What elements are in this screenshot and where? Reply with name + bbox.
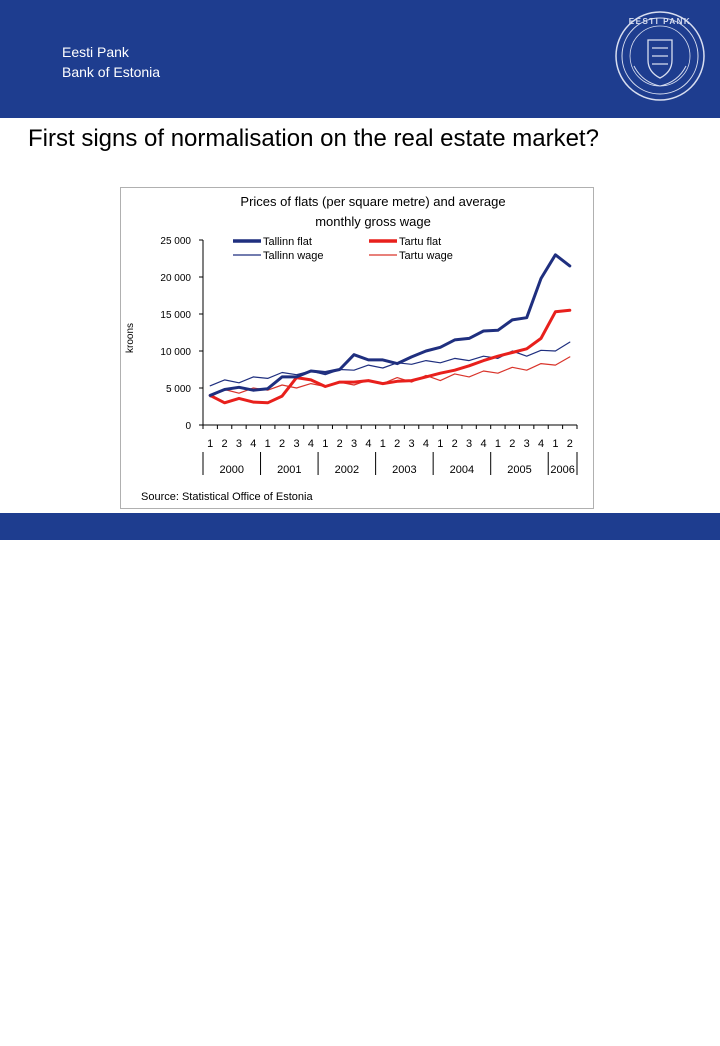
quarter-label: 1: [495, 438, 501, 450]
quarter-label: 3: [409, 438, 415, 450]
y-tick-label: 20 000: [160, 273, 191, 284]
series-line-tallinn-flat: [208, 253, 572, 397]
quarter-label: 4: [480, 438, 486, 450]
org-name-english: Bank of Estonia: [62, 64, 161, 80]
year-label: 2004: [450, 464, 474, 476]
quarter-label: 1: [380, 438, 386, 450]
legend-label-tallinn-flat: Tallinn flat: [263, 236, 312, 248]
plot-area: [208, 253, 572, 405]
quarter-label: 2: [509, 438, 515, 450]
legend: Tallinn flat Tallinn wage Tartu flat Tartu …: [233, 236, 453, 262]
source-note: Source: Statistical Office of Estonia: [141, 491, 313, 503]
quarter-label: 1: [437, 438, 443, 450]
quarter-label: 2: [222, 438, 228, 450]
quarter-label: 3: [466, 438, 472, 450]
year-label: 2003: [392, 464, 416, 476]
quarter-label: 2: [567, 438, 573, 450]
page-number: 17: [700, 1033, 712, 1044]
quarter-label: 4: [250, 438, 256, 450]
footer-author: Andres Sutt: [143, 1032, 206, 1046]
y-axis-label: kroons: [125, 323, 136, 353]
chart-frame: Prices of flats (per square metre) and a…: [120, 187, 594, 509]
year-label: 2005: [507, 464, 531, 476]
quarter-label: 3: [524, 438, 530, 450]
legend-label-tartu-wage: Tartu wage: [399, 250, 453, 262]
footer-talk-title: The Estonian Economy: Current State and …: [225, 1031, 540, 1045]
header-bar: Eesti Pank Bank of Estonia EESTI PANK: [0, 0, 720, 118]
quarter-label: 1: [552, 438, 558, 450]
quarter-label: 2: [279, 438, 285, 450]
y-tick-label: 15 000: [160, 310, 191, 321]
year-label: 2002: [335, 464, 359, 476]
org-name-estonian: Eesti Pank: [62, 44, 129, 60]
quarter-label: 2: [337, 438, 343, 450]
year-label: 2001: [277, 464, 301, 476]
y-tick-label: 25 000: [160, 236, 191, 247]
series-line-tallinn-wage: [209, 341, 571, 387]
quarter-label: 1: [322, 438, 328, 450]
axes: [202, 240, 577, 426]
brand-text: Eesti Pank Bank of Estonia: [62, 42, 160, 82]
quarter-label: 4: [308, 438, 314, 450]
y-tick-label: 10 000: [160, 347, 191, 358]
chart-title-line1: Prices of flats (per square metre) and a…: [240, 194, 505, 209]
legend-label-tartu-flat: Tartu flat: [399, 236, 441, 248]
quarter-label: 4: [365, 438, 371, 450]
year-label: 2006: [550, 464, 574, 476]
quarter-label: 3: [351, 438, 357, 450]
series-line-tartu-flat: [208, 308, 572, 405]
seal-text: EESTI PANK: [629, 17, 691, 26]
quarter-label: 2: [452, 438, 458, 450]
chart-title-line2: monthly gross wage: [315, 214, 431, 229]
flat-price-chart: Prices of flats (per square metre) and a…: [125, 194, 578, 503]
bank-seal-logo: EESTI PANK: [615, 11, 705, 101]
legend-label-tallinn-wage: Tallinn wage: [263, 250, 324, 262]
quarter-label: 3: [236, 438, 242, 450]
y-tick-label: 5 000: [166, 384, 191, 395]
slide-title: First signs of normalisation on the real…: [28, 125, 599, 152]
quarter-label: 3: [293, 438, 299, 450]
quarter-label: 1: [207, 438, 213, 450]
quarter-label: 1: [265, 438, 271, 450]
y-ticks: 0 5 000 10 000 15 000 20 000 25 000: [160, 236, 203, 432]
quarter-label: 2: [394, 438, 400, 450]
footer-bar: Andres Sutt The Estonian Economy: Curren…: [0, 513, 720, 1046]
y-tick-label: 0: [185, 421, 191, 432]
series-line-tartu-wage: [209, 356, 571, 398]
quarter-label: 4: [538, 438, 544, 450]
year-label: 2000: [220, 464, 244, 476]
quarter-label: 4: [423, 438, 429, 450]
